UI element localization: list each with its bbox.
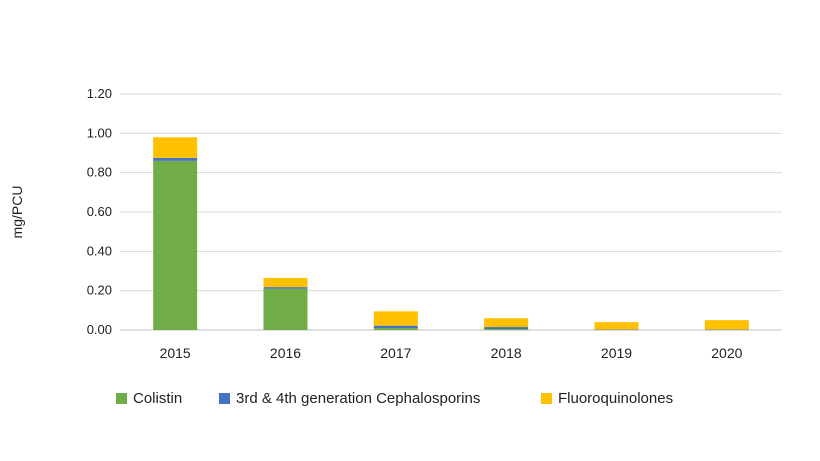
y-tick-label: 0.00 <box>87 322 112 337</box>
y-axis-label: mg/PCU <box>9 186 25 239</box>
x-tick-label: 2016 <box>270 345 301 361</box>
x-tick-label: 2019 <box>601 345 632 361</box>
bar-segment <box>484 327 529 330</box>
y-tick-label: 0.40 <box>87 243 112 258</box>
bar-segment <box>704 320 749 330</box>
bar-segment <box>153 137 198 158</box>
legend-swatch <box>541 393 552 404</box>
bar-segment <box>704 329 749 331</box>
bar-segment <box>373 328 418 330</box>
y-tick-label: 1.20 <box>87 86 112 101</box>
legend-label: Colistin <box>133 390 182 407</box>
y-tick-label: 0.60 <box>87 204 112 219</box>
bar-segment <box>373 325 418 329</box>
bar-segment <box>373 311 418 326</box>
x-tick-label: 2018 <box>491 345 522 361</box>
bar-segment <box>594 322 639 330</box>
bar-segment <box>153 157 198 161</box>
bar-segment <box>263 288 308 330</box>
bar-segment <box>263 277 308 288</box>
bar-segment <box>484 329 529 330</box>
x-tick-label: 2017 <box>380 345 411 361</box>
legend: Colistin 3rd & 4th generation Cephalospor… <box>116 390 673 407</box>
x-axis-ticks: 2015 2016 2017 2018 2019 2020 <box>160 345 743 361</box>
y-tick-label: 1.00 <box>87 125 112 140</box>
legend-swatch <box>219 393 230 404</box>
bars <box>153 137 749 331</box>
gridlines <box>120 93 782 331</box>
bar-segment <box>484 318 529 328</box>
bar-segment <box>153 160 198 330</box>
y-axis-ticks: 0.00 0.20 0.40 0.60 0.80 1.00 1.20 <box>87 86 112 337</box>
legend-swatch <box>116 393 127 404</box>
legend-label: Fluoroquinolones <box>558 390 673 407</box>
y-tick-label: 0.80 <box>87 165 112 180</box>
legend-label: 3rd & 4th generation Cephalosporins <box>236 390 480 407</box>
bar-segment <box>594 329 639 331</box>
y-tick-label: 0.20 <box>87 283 112 298</box>
x-tick-label: 2015 <box>160 345 191 361</box>
x-tick-label: 2020 <box>711 345 742 361</box>
bar-segment <box>263 287 308 289</box>
